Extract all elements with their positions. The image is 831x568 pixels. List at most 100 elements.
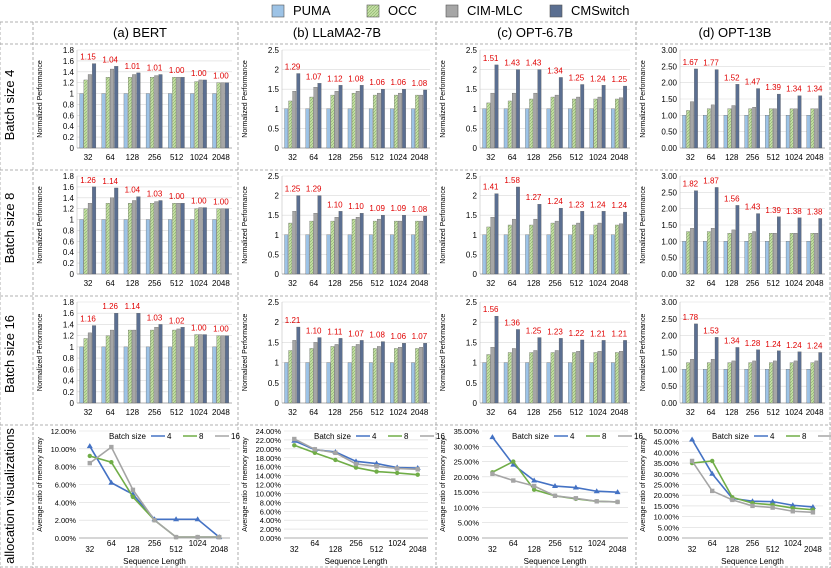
y-tick-label: 10.00% [51,445,77,454]
bar-cim-mlc-512 [576,351,581,404]
bar-occ-512 [769,362,773,404]
speedup-label-512: 1.23 [569,200,585,209]
x-axis-label: Sequence Length [721,557,784,566]
x-tick-label: 32 [486,408,495,417]
bar-puma-1024 [589,234,594,275]
speedup-label-256: 1.47 [745,78,761,87]
speedup-label-256: 1.07 [348,329,364,338]
bar-cmswitch-256 [359,340,364,404]
x-tick-label: 512 [570,153,584,162]
bar-cmswitch-2048 [623,85,627,149]
line-legend-label-16: 16 [634,432,643,441]
bar-puma-64 [305,362,310,404]
bar-occ-1024 [394,220,398,275]
y-tick-label: 12.00% [51,427,77,436]
x-tick-label: 512 [170,279,184,288]
bar-puma-512 [168,346,172,404]
y-tick-label: 1 [70,90,75,99]
y-tick-label: 1.5 [466,85,478,94]
bar-puma-256 [347,108,352,149]
x-tick-label: 1024 [589,279,607,288]
y-tick-label: 1.5 [466,338,478,347]
x-tick-label: 64 [707,408,716,417]
bar-puma-64 [305,234,310,275]
bar-cim-mlc-32 [292,91,297,149]
bar-occ-256 [150,329,155,404]
bar-cmswitch-32 [494,64,499,149]
bar-cmswitch-2048 [224,335,229,404]
x-tick-label: 1024 [785,408,803,417]
panel-bar-11: Normalized Performance 0 0.5 1 1.5 2 2.5 1.56 32… [440,298,630,417]
y-tick-label: 20.00% [654,491,680,500]
bar-cim-mlc-512 [176,77,181,149]
y-tick-label: 2.5 [466,46,478,55]
speedup-label-256: 1.43 [745,203,761,212]
bar-cim-mlc-128 [132,329,137,404]
y-tick-label: 1.5 [466,211,478,220]
point-batch-4-32 [689,436,696,442]
bar-occ-128 [127,77,132,149]
y-tick-label: 10.00% [654,513,680,522]
y-tick-label: 1.6 [63,57,75,66]
bar-cim-mlc-128 [533,350,538,404]
speedup-label-1024: 1.24 [590,200,606,209]
bar-cmswitch-128 [735,205,740,275]
bar-cim-mlc-1024 [597,351,602,404]
column-title-llama2-7b: (b) LLaMA2-7B [293,25,381,40]
x-tick-label: 256 [349,539,363,548]
series-line-batch-4 [691,439,813,508]
y-tick-label: 0.00% [55,534,77,543]
bar-cmswitch-2048 [818,95,823,149]
bar-cmswitch-512 [180,203,185,275]
bar-occ-2048 [216,208,221,275]
legend-swatch-occ [366,4,380,18]
bar-cim-mlc-64 [511,218,516,275]
x-tick-label: 32 [85,545,94,554]
bar-occ-64 [105,335,110,404]
bar-puma-128 [123,219,128,275]
bar-cim-mlc-128 [334,91,339,149]
bar-occ-64 [507,224,512,275]
x-tick-label: 256 [548,408,562,417]
x-tick-label: 2048 [411,153,429,162]
bar-puma-2048 [806,369,811,404]
bar-puma-32 [284,108,289,149]
y-tick-label: 2.5 [466,298,478,307]
y-tick-label: 8.00% [260,498,282,507]
y-axis-label: Normalized Performance [242,60,249,138]
bar-occ-1024 [789,233,794,275]
y-tick-label: 0.50 [661,382,677,391]
bar-puma-2048 [212,93,217,149]
bar-cmswitch-512 [777,350,781,404]
x-tick-label: 2048 [212,408,230,417]
y-axis-label: Normalized Performance [242,314,249,392]
bar-occ-64 [706,231,711,275]
bar-cim-mlc-64 [110,329,114,404]
bar-puma-512 [368,108,373,149]
bar-occ-64 [105,77,110,149]
speedup-label-512: 1.09 [369,204,385,213]
bar-occ-128 [727,362,732,404]
y-tick-label: 0.8 [63,354,75,363]
bar-cim-mlc-256 [554,220,559,275]
speedup-label-64: 1.04 [102,55,118,64]
bar-cim-mlc-256 [154,201,159,275]
x-tick-label: 256 [746,539,760,548]
speedup-label-512: 1.00 [169,66,185,75]
line-legend-label-4: 4 [167,432,172,441]
bar-cmswitch-32 [92,325,97,404]
point-batch-8-64 [511,459,516,464]
y-tick-label: 1 [473,359,478,368]
speedup-label-512: 1.08 [369,331,385,340]
bar-puma-32 [482,362,487,404]
bar-cmswitch-128 [537,69,542,149]
point-batch-16-256 [750,503,755,509]
y-tick-label: 1.00 [661,237,677,246]
speedup-label-64: 1.36 [504,318,520,327]
panel-bar-3: Normalized Performance 0 0.5 1 1.5 2 2.5 1.51 32… [440,46,630,162]
point-batch-4-64 [709,470,716,476]
y-tick-label: 0.8 [63,226,75,235]
bar-cim-mlc-1024 [398,347,402,404]
speedup-label-128: 1.01 [125,62,141,71]
bar-occ-2048 [415,94,419,149]
